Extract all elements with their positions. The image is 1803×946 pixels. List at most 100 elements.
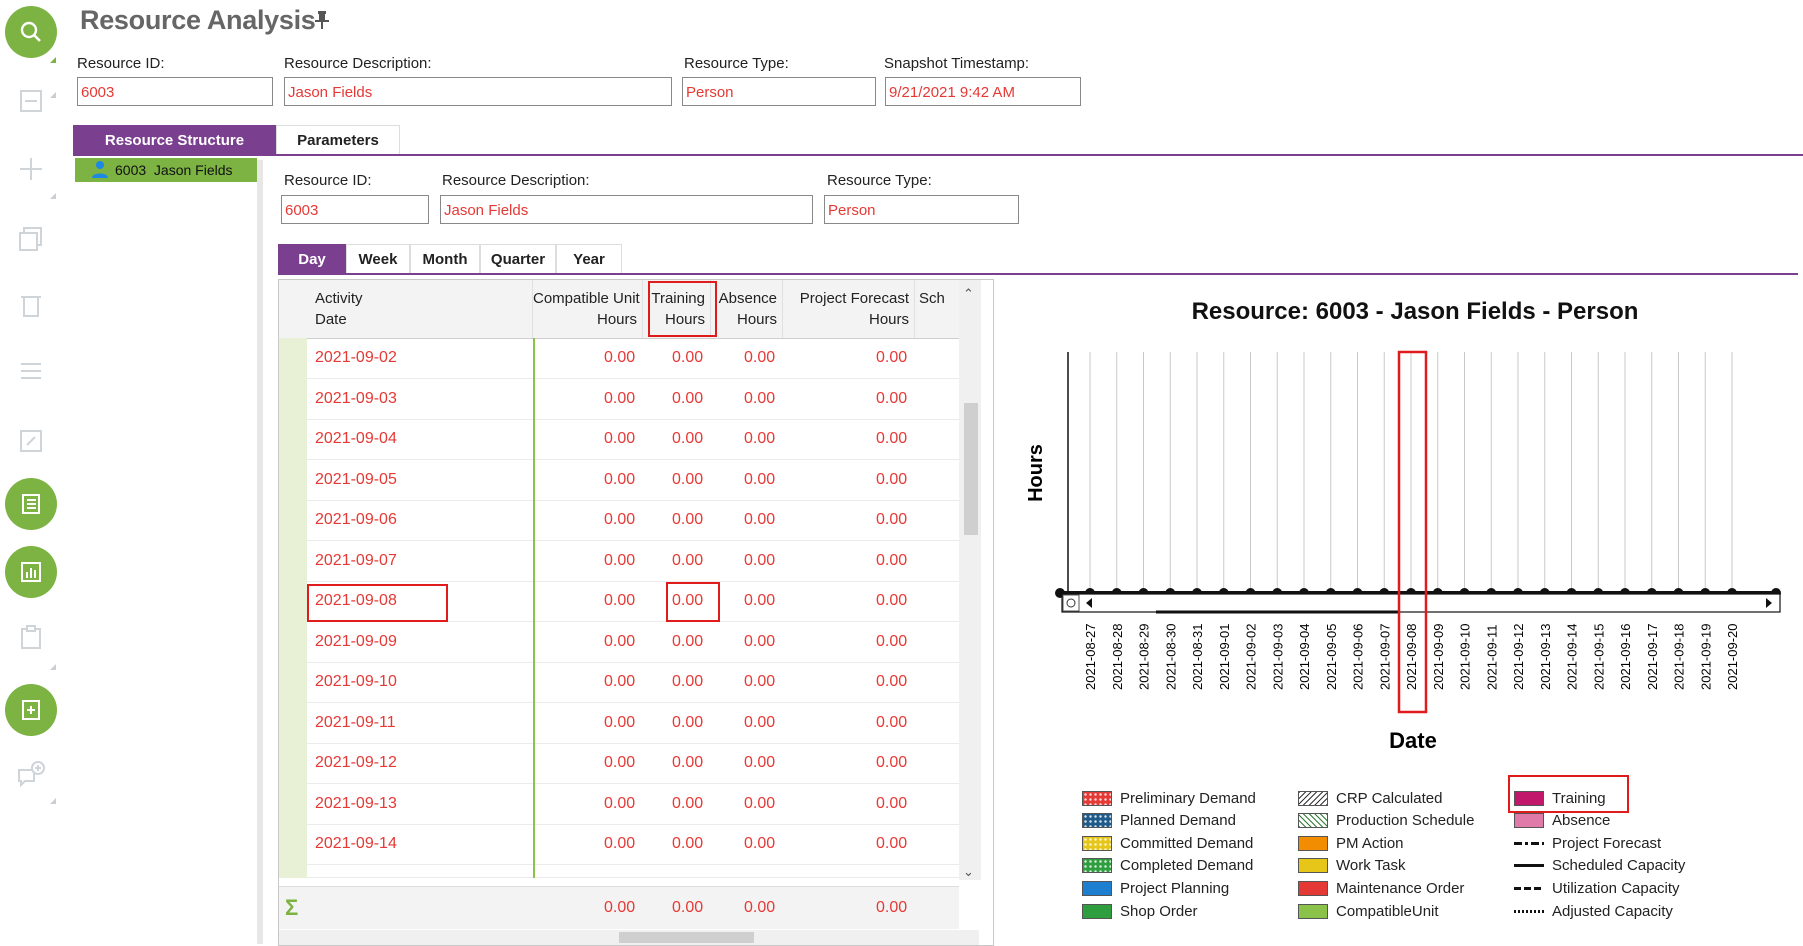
cell-project-forecast-hours: 0.00 bbox=[876, 673, 908, 690]
duplicate-icon[interactable] bbox=[14, 222, 48, 256]
detail-resource-description-field[interactable]: Jason Fields bbox=[440, 195, 813, 224]
cell-compatible-hours: 0.00 bbox=[604, 835, 636, 852]
cell-activity-date: 2021-09-03 bbox=[315, 389, 397, 407]
table-row[interactable]: 2021-09-10 0.00 0.00 0.00 0.00 bbox=[307, 662, 959, 703]
column-header-project-forecast-hours[interactable]: Project Forecast Hours bbox=[783, 280, 915, 338]
tree-item-resource[interactable]: 6003 Jason Fields bbox=[75, 158, 257, 182]
x-tick-label: 2021-08-28 bbox=[1110, 624, 1125, 691]
cell-training-hours: 0.00 bbox=[672, 592, 704, 609]
clipboard-icon[interactable] bbox=[14, 620, 48, 654]
tab-resource-structure[interactable]: Resource Structure bbox=[73, 125, 276, 155]
table-row[interactable]: 2021-09-12 0.00 0.00 0.00 0.00 bbox=[307, 743, 959, 784]
highlight-date-column bbox=[1397, 350, 1428, 714]
scroll-up-icon[interactable]: ⌃ bbox=[963, 286, 974, 301]
cell-training-hours: 0.00 bbox=[672, 389, 704, 407]
chat-add-icon[interactable] bbox=[14, 758, 48, 792]
legend-item: Production Schedule bbox=[1298, 811, 1474, 831]
legend-item: CRP Calculated bbox=[1298, 788, 1442, 808]
resource-type-field[interactable]: Person bbox=[682, 77, 876, 106]
table-row[interactable]: 2021-09-03 0.00 0.00 0.00 0.00 bbox=[307, 379, 959, 420]
period-tab-underline bbox=[278, 273, 1798, 275]
table-row[interactable]: 2021-09-09 0.00 0.00 0.00 0.00 bbox=[307, 622, 959, 663]
table-row[interactable]: 2021-09-06 0.00 0.00 0.00 0.00 bbox=[307, 500, 959, 541]
table-row[interactable]: 2021-09-13 0.00 0.00 0.00 0.00 bbox=[307, 784, 959, 825]
scroll-right-icon[interactable] bbox=[1766, 598, 1772, 608]
cell-absence-hours: 0.00 bbox=[744, 470, 776, 488]
tab-week[interactable]: Week bbox=[346, 244, 410, 274]
legend-swatch bbox=[1082, 903, 1112, 919]
table-row[interactable]: 2021-09-07 0.00 0.00 0.00 0.00 bbox=[307, 541, 959, 582]
add-document-icon[interactable] bbox=[5, 684, 57, 736]
cell-training-hours: 0.00 bbox=[672, 835, 704, 852]
legend-label: Committed Demand bbox=[1120, 834, 1254, 852]
scroll-thumb[interactable] bbox=[964, 403, 978, 535]
grid-vertical-scrollbar[interactable]: ⌃ ⌄ bbox=[959, 280, 981, 880]
tab-parameters[interactable]: Parameters bbox=[276, 125, 400, 155]
x-tick-label: 2021-09-07 bbox=[1377, 624, 1392, 691]
cell-project-forecast-hours: 0.00 bbox=[876, 349, 908, 366]
chart-icon[interactable] bbox=[5, 546, 57, 598]
cell-project-forecast-hours: 0.00 bbox=[876, 389, 908, 407]
y-axis-label: Hours bbox=[1025, 444, 1047, 502]
trash-icon[interactable] bbox=[14, 288, 48, 322]
cell-compatible-hours: 0.00 bbox=[604, 673, 636, 690]
detail-resource-id-label: Resource ID: bbox=[284, 172, 372, 189]
detail-resource-id-field[interactable]: 6003 bbox=[281, 195, 429, 224]
cell-absence-hours: 0.00 bbox=[744, 511, 776, 528]
legend-label: Training bbox=[1552, 789, 1606, 807]
table-row[interactable]: 2021-09-05 0.00 0.00 0.00 0.00 bbox=[307, 460, 959, 501]
hscroll-thumb[interactable] bbox=[619, 932, 754, 943]
tab-quarter[interactable]: Quarter bbox=[480, 244, 556, 274]
resource-id-field[interactable]: 6003 bbox=[77, 77, 273, 106]
task-list-icon[interactable] bbox=[5, 478, 57, 530]
vertical-splitter[interactable] bbox=[257, 160, 263, 944]
cell-absence-hours: 0.00 bbox=[744, 794, 776, 812]
list-icon[interactable] bbox=[14, 354, 48, 388]
x-tick-label: 2021-09-01 bbox=[1217, 624, 1232, 691]
tab-day[interactable]: Day bbox=[278, 244, 346, 274]
column-header-activity-date[interactable]: Activity Date bbox=[307, 280, 533, 338]
zoom-icon[interactable] bbox=[1066, 598, 1076, 608]
chart-zoom-button[interactable] bbox=[1062, 594, 1080, 612]
table-row[interactable]: 2021-09-11 0.00 0.00 0.00 0.00 bbox=[307, 703, 959, 744]
column-header-training-hours[interactable]: Training Hours bbox=[643, 280, 711, 338]
table-row[interactable]: 2021-09-08 0.00 0.00 0.00 0.00 bbox=[307, 581, 959, 622]
legend-item: Preliminary Demand bbox=[1082, 788, 1256, 808]
form-icon[interactable] bbox=[14, 84, 48, 118]
cell-activity-date: 2021-09-04 bbox=[315, 430, 397, 447]
tab-year[interactable]: Year bbox=[556, 244, 622, 274]
snapshot-timestamp-field[interactable]: 9/21/2021 9:42 AM bbox=[885, 77, 1081, 106]
activity-grid: Activity Date Compatible Unit Hours Trai… bbox=[278, 279, 994, 946]
table-row[interactable]: 2021-09-14 0.00 0.00 0.00 0.00 bbox=[307, 824, 959, 865]
table-row[interactable]: 2021-09-02 0.00 0.00 0.00 0.00 bbox=[307, 338, 959, 379]
scroll-down-icon[interactable]: ⌄ bbox=[963, 864, 974, 879]
frozen-column-divider bbox=[533, 338, 535, 878]
header-line: Project Forecast bbox=[799, 290, 909, 307]
column-header-compatible-unit-hours[interactable]: Compatible Unit Hours bbox=[533, 280, 643, 338]
search-icon[interactable] bbox=[5, 6, 57, 58]
legend-label: Utilization Capacity bbox=[1552, 879, 1680, 897]
cell-compatible-hours: 0.00 bbox=[604, 794, 636, 812]
cell-training-hours: 0.00 bbox=[672, 713, 704, 731]
grid-horizontal-scrollbar[interactable] bbox=[279, 930, 979, 945]
cell-compatible-hours: 0.00 bbox=[604, 551, 636, 569]
total-project-forecast-hours: 0.00 bbox=[876, 899, 908, 916]
x-tick-label: 2021-09-15 bbox=[1591, 624, 1606, 691]
detail-resource-type-field[interactable]: Person bbox=[824, 195, 1019, 224]
scroll-left-icon[interactable] bbox=[1086, 598, 1092, 608]
plus-icon[interactable] bbox=[14, 152, 48, 186]
open-external-icon[interactable] bbox=[14, 424, 48, 458]
tab-month[interactable]: Month bbox=[410, 244, 480, 274]
legend-item: Training bbox=[1514, 788, 1606, 808]
legend-swatch bbox=[1082, 880, 1112, 896]
pin-icon[interactable] bbox=[314, 10, 330, 35]
chart-scrollbar[interactable] bbox=[1061, 593, 1781, 613]
table-row-partial bbox=[307, 865, 959, 878]
column-header-sch[interactable]: Sch bbox=[915, 280, 959, 338]
sum-icon[interactable]: Σ bbox=[285, 895, 299, 920]
cell-project-forecast-hours: 0.00 bbox=[876, 551, 908, 569]
resource-description-field[interactable]: Jason Fields bbox=[284, 77, 672, 106]
table-row[interactable]: 2021-09-04 0.00 0.00 0.00 0.00 bbox=[307, 419, 959, 460]
column-header-absence-hours[interactable]: Absence Hours bbox=[711, 280, 783, 338]
x-tick-label: 2021-09-05 bbox=[1324, 624, 1339, 691]
